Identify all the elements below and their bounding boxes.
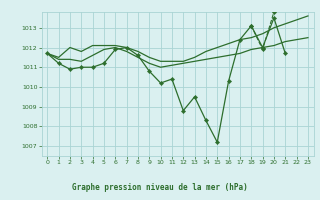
Text: Graphe pression niveau de la mer (hPa): Graphe pression niveau de la mer (hPa) <box>72 183 248 192</box>
